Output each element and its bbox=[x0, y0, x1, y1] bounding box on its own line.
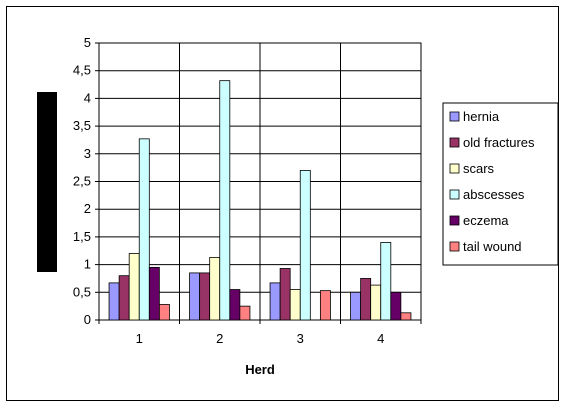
bar bbox=[158, 304, 170, 321]
x-axis: 1 2 3 4 bbox=[98, 320, 422, 346]
bar bbox=[219, 80, 231, 321]
legend-label: eczema bbox=[463, 213, 509, 228]
legend-swatch bbox=[449, 163, 460, 174]
legend-label: hernia bbox=[463, 109, 500, 124]
legend-label: scars bbox=[463, 161, 495, 176]
legend-box bbox=[442, 102, 559, 266]
y-tick-label: 5 bbox=[84, 35, 91, 50]
bar bbox=[229, 289, 241, 321]
bar bbox=[108, 282, 120, 321]
y-tick-label: 4,5 bbox=[73, 63, 91, 78]
bar bbox=[209, 256, 221, 321]
bar bbox=[319, 290, 331, 321]
legend-label: old fractures bbox=[463, 135, 535, 150]
legend-swatch bbox=[449, 241, 460, 252]
bar bbox=[299, 170, 311, 321]
y-tick-label: 4 bbox=[84, 90, 91, 105]
bar bbox=[138, 138, 150, 321]
y-tick-label: 0 bbox=[84, 312, 91, 327]
bar bbox=[350, 291, 362, 321]
legend-swatch bbox=[449, 215, 460, 226]
bar bbox=[289, 289, 301, 321]
x-tick-label: 4 bbox=[377, 331, 384, 346]
x-axis-title: Herd bbox=[245, 362, 275, 377]
bar bbox=[148, 266, 160, 321]
legend: hernia old fractures scars abscesses eczema t… bbox=[442, 102, 559, 266]
y-tick-label: 3,5 bbox=[73, 118, 91, 133]
legend-label: abscesses bbox=[463, 187, 525, 202]
y-axis: 0 0,5 1 1,5 2 2,5 3 3,5 4 4,5 5 bbox=[73, 35, 99, 327]
bars bbox=[108, 80, 412, 321]
legend-swatch bbox=[449, 111, 460, 122]
y-tick-label: 3 bbox=[84, 146, 91, 161]
y-tick-label: 1 bbox=[84, 257, 91, 272]
bar bbox=[269, 282, 281, 321]
y-tick-label: 2 bbox=[84, 201, 91, 216]
bar bbox=[390, 291, 402, 321]
bar bbox=[370, 284, 382, 321]
legend-label: tail wound bbox=[463, 239, 522, 254]
bar bbox=[360, 278, 372, 321]
bar bbox=[380, 242, 392, 321]
bar bbox=[118, 275, 130, 321]
x-tick-label: 1 bbox=[136, 331, 143, 346]
y-tick-label: 1,5 bbox=[73, 229, 91, 244]
y-tick-label: 0,5 bbox=[73, 284, 91, 299]
bar bbox=[239, 305, 251, 321]
y-axis-title-redaction bbox=[37, 92, 57, 272]
bar bbox=[128, 253, 140, 321]
legend-swatch bbox=[449, 189, 460, 200]
x-tick-label: 3 bbox=[297, 331, 304, 346]
bar bbox=[279, 268, 291, 321]
x-tick-label: 2 bbox=[216, 331, 223, 346]
bar bbox=[199, 272, 211, 321]
bar bbox=[189, 272, 201, 321]
y-tick-label: 2,5 bbox=[73, 174, 91, 189]
legend-swatch bbox=[449, 137, 460, 148]
bar bbox=[400, 312, 412, 321]
